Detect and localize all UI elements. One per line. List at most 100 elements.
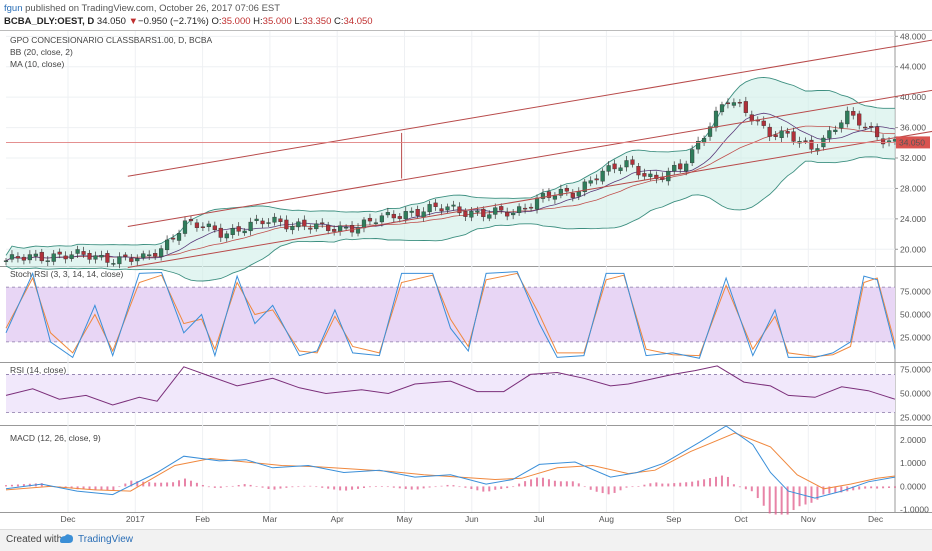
macd-histogram-bar: [303, 485, 306, 487]
macd-histogram-bar: [876, 486, 879, 489]
macd-histogram-bar: [870, 486, 873, 489]
trend-line[interactable]: [127, 39, 932, 177]
stoch-tick-label: 75.0000: [900, 287, 931, 297]
candle-body: [15, 256, 21, 259]
bollinger-upper-line: [5, 76, 895, 256]
price-tick-label: 48.000: [900, 31, 926, 41]
macd-histogram-bar: [112, 486, 115, 491]
candle-body: [51, 253, 56, 262]
macd-histogram-bar: [82, 486, 85, 490]
macd-histogram-bar: [291, 486, 294, 488]
candle-body: [320, 222, 325, 224]
author-link[interactable]: fgun: [4, 3, 23, 14]
rsi-legend: RSI (14, close): [10, 365, 66, 375]
candle-body: [176, 233, 182, 241]
macd-histogram-bar: [840, 486, 843, 493]
candle-body: [308, 227, 313, 230]
candle-body: [737, 102, 742, 104]
macd-histogram-bar: [315, 486, 318, 488]
candle-body: [123, 254, 128, 257]
down-arrow-icon: ▼: [128, 16, 139, 27]
macd-histogram-bar: [559, 481, 562, 487]
candle-body: [522, 207, 528, 210]
macd-histogram-bar: [154, 482, 157, 487]
price-pane: 48.000 44.000 40.000 36.000 32.000 28.000 24.0…: [3, 31, 932, 282]
low-value: 33.350: [302, 16, 332, 27]
bollinger-band-fill: [6, 77, 895, 282]
candle-body: [421, 211, 426, 218]
macd-histogram-bar: [345, 486, 348, 491]
macd-histogram-bar: [100, 486, 103, 491]
macd-histogram-bar: [661, 483, 664, 487]
x-tick-label: Dec: [60, 514, 76, 524]
chart-canvas[interactable]: Dec 2017 Feb Mar Apr May Jun Jul Aug Sep Oct Nov Dec…: [0, 0, 932, 529]
candle-body: [33, 253, 38, 257]
open-value: 35.000: [221, 16, 251, 27]
macd-histogram-bar: [631, 486, 634, 488]
macd-histogram-bar: [106, 486, 109, 491]
tradingview-brand[interactable]: TradingView: [78, 534, 134, 545]
candle-body: [266, 222, 271, 224]
candle-body: [159, 248, 164, 257]
macd-histogram-bar: [136, 481, 139, 487]
candle-body: [606, 165, 611, 172]
candle-body: [696, 140, 701, 150]
macd-histogram-bar: [500, 486, 503, 489]
candle-body: [540, 193, 546, 199]
bollinger-basis-line: [5, 125, 896, 262]
candle-body: [164, 239, 170, 251]
candle-body: [302, 219, 307, 227]
candle-body: [594, 178, 599, 181]
macd-histogram-bar: [750, 486, 753, 492]
created-with-label: Created with: [6, 534, 63, 545]
macd-histogram-bar: [351, 486, 354, 490]
candle-body: [857, 113, 862, 126]
macd-histogram-bar: [530, 479, 533, 487]
x-tick-label: Oct: [734, 514, 748, 524]
macd-histogram-bar: [703, 479, 706, 487]
macd-histogram-bar: [888, 486, 891, 488]
macd-histogram-bar: [464, 486, 467, 488]
macd-histogram-bar: [225, 486, 228, 488]
footer-bar: Created with TradingView: [0, 529, 932, 551]
candle-body: [779, 130, 784, 138]
change-value: −0.950 (−2.71%): [138, 16, 209, 27]
macd-histogram-bar: [195, 482, 198, 487]
macd-histogram-bar: [5, 485, 7, 487]
macd-histogram-bar: [715, 476, 718, 487]
stoch-legend: Stoch RSI (3, 3, 14, 14, close): [10, 269, 124, 279]
rsi-tick-label: 50.0000: [900, 389, 931, 399]
candle-body: [600, 170, 605, 182]
x-tick-label: Feb: [195, 514, 210, 524]
candle-body: [517, 206, 522, 213]
candle-body: [21, 256, 26, 261]
macd-histogram-bar: [267, 486, 270, 489]
candle-body: [57, 251, 62, 255]
price-legend-entry: GPO CONCESIONARIO CLASSBARS1.00, D, BCBA: [10, 35, 213, 45]
trend-line[interactable]: [127, 89, 932, 227]
candle-body: [63, 255, 68, 260]
candle-body: [809, 139, 814, 150]
macd-histogram-bar: [28, 483, 31, 487]
candle-body: [409, 210, 414, 213]
macd-histogram-bar: [178, 480, 181, 487]
candle-body: [3, 260, 9, 262]
candle-body: [463, 210, 468, 217]
macd-histogram-bar: [828, 486, 831, 494]
trend-line[interactable]: [127, 130, 932, 269]
macd-histogram-bar: [738, 486, 741, 488]
x-tick-label: Sep: [666, 514, 681, 524]
candle-body: [475, 210, 480, 213]
candle-body: [153, 253, 158, 257]
stoch-k-line: [5, 271, 896, 359]
macd-histogram-bar: [327, 486, 330, 489]
candle-body: [111, 263, 116, 265]
x-tick-label: Nov: [801, 514, 817, 524]
low-label: L:: [294, 16, 303, 27]
macd-histogram-bar: [589, 486, 592, 490]
candle-body: [355, 227, 361, 234]
price-tick-label: 20.000: [900, 244, 926, 254]
macd-histogram-bar: [476, 486, 479, 491]
macd-histogram-bar: [786, 486, 789, 515]
candle-body: [839, 122, 844, 129]
